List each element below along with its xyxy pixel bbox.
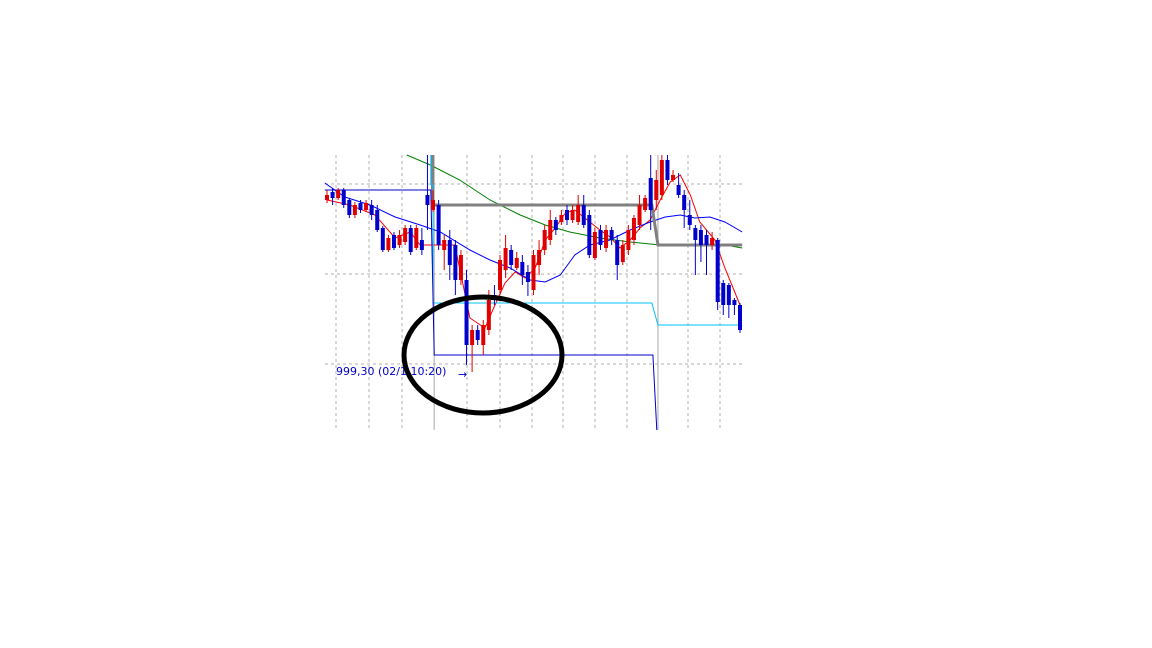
- candle-up: [710, 238, 715, 245]
- candle-up: [626, 230, 631, 250]
- candle-down: [436, 205, 441, 245]
- candle-down: [609, 230, 614, 240]
- candle-up: [548, 220, 553, 240]
- candle-up: [503, 248, 508, 270]
- candle-up: [458, 255, 463, 280]
- candle-down: [687, 215, 692, 225]
- candle-down: [380, 228, 385, 250]
- candle-up: [637, 205, 642, 225]
- candle-down: [419, 240, 424, 250]
- candle-down: [581, 205, 586, 225]
- candle-down: [676, 185, 681, 195]
- candle-down: [347, 200, 352, 215]
- candle-down: [738, 305, 742, 330]
- candle-down: [693, 228, 698, 240]
- candle-up: [431, 200, 436, 210]
- candle-up: [559, 215, 564, 222]
- candle-up: [486, 300, 491, 330]
- candle-down: [509, 250, 514, 265]
- candle-down: [598, 230, 603, 245]
- indicator-line: [324, 189, 658, 431]
- candle-up: [470, 330, 475, 345]
- candle-up: [336, 190, 341, 198]
- candle-down: [358, 203, 363, 210]
- candle-up: [537, 250, 542, 265]
- indicator-line: [324, 182, 743, 283]
- candle-down: [341, 190, 346, 205]
- candle-up: [620, 245, 625, 262]
- candle-down: [330, 192, 335, 198]
- candle-up: [643, 198, 648, 210]
- candle-down: [665, 160, 670, 180]
- candle-down: [682, 195, 687, 210]
- candle-down: [408, 228, 413, 252]
- candle-up: [659, 160, 664, 195]
- candle-up: [671, 175, 676, 180]
- candle-down: [464, 280, 469, 345]
- candle-up: [352, 205, 357, 215]
- grid: [325, 155, 745, 430]
- candle-down: [425, 195, 430, 205]
- candle-down: [520, 262, 525, 275]
- candle-down: [475, 330, 480, 340]
- candle-up: [498, 260, 503, 290]
- candle-up: [414, 228, 419, 248]
- candle-up: [531, 255, 536, 290]
- candle-down: [375, 210, 380, 230]
- candle-up: [386, 238, 391, 250]
- candle-down: [615, 240, 620, 265]
- candle-down: [704, 235, 709, 245]
- candle-down: [369, 205, 374, 215]
- candle-down: [525, 272, 530, 282]
- candle-up: [514, 258, 519, 268]
- candle-up: [631, 218, 636, 240]
- candle-up: [542, 230, 547, 250]
- candles: [325, 155, 742, 372]
- arrow-icon: →: [458, 368, 467, 381]
- candle-down: [391, 235, 396, 248]
- candle-up: [654, 180, 659, 200]
- candle-up: [592, 232, 597, 258]
- candle-down: [553, 220, 558, 230]
- candle-up: [325, 195, 329, 200]
- candle-down: [648, 178, 653, 210]
- low-price-annotation: 999,30 (02/1 10:20): [336, 365, 446, 378]
- candle-down: [453, 245, 458, 280]
- candle-down: [726, 285, 731, 305]
- candle-down: [732, 300, 737, 305]
- candle-up: [397, 235, 402, 245]
- candle-down: [587, 215, 592, 255]
- candle-down: [447, 240, 452, 265]
- candle-down: [721, 283, 726, 305]
- candle-up: [570, 210, 575, 220]
- candle-up: [403, 228, 408, 242]
- candle-up: [481, 325, 486, 345]
- candle-down: [564, 210, 569, 220]
- candle-up: [576, 205, 581, 222]
- candle-down: [698, 230, 703, 245]
- indicator-line: [406, 154, 743, 249]
- highlight-circle: [401, 294, 565, 416]
- candle-up: [604, 230, 609, 248]
- candle-down: [715, 240, 720, 302]
- candle-up: [364, 203, 369, 210]
- candle-up: [442, 240, 447, 250]
